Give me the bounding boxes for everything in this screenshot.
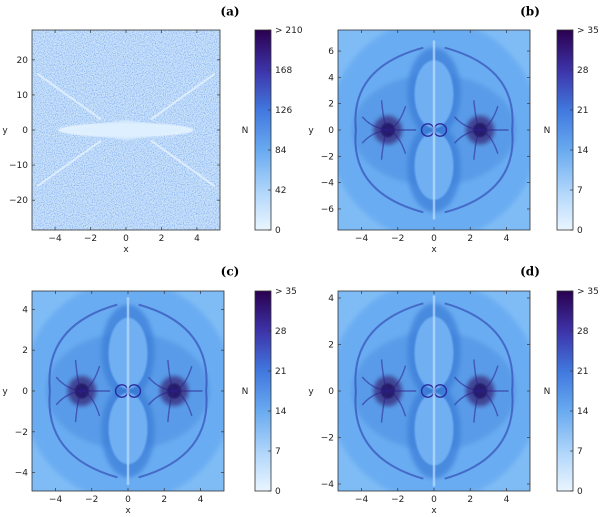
x-axis-label: x	[125, 506, 131, 516]
colorbar-tick-label: 0	[577, 487, 583, 497]
colorbar-tick-label: > 210	[275, 26, 303, 36]
y-axis-label: y	[2, 387, 8, 397]
heatmap-area	[32, 30, 220, 230]
colorbar	[254, 29, 272, 231]
colorbar-tick-label: 0	[275, 487, 281, 497]
y-tick-label: −2	[15, 428, 28, 438]
colorbar-tick-label: > 35	[577, 287, 599, 297]
colorbar-tick-label: 168	[275, 66, 292, 76]
y-tick-label: −10	[9, 161, 28, 171]
panel-label: (a)	[220, 5, 239, 19]
colorbar-tick-label: 28	[275, 327, 287, 337]
x-tick-label: 0	[431, 234, 437, 244]
y-tick-label: 0	[328, 126, 334, 136]
x-tick-label: 2	[467, 234, 473, 244]
x-tick-label: −4	[49, 495, 63, 505]
x-tick-label: −2	[84, 234, 97, 244]
colorbar-tick-label: 21	[577, 367, 588, 377]
colorbar-label: N	[544, 387, 551, 397]
x-tick-label: −2	[85, 495, 98, 505]
colorbar-tick-label: > 35	[577, 26, 599, 36]
panel-c: (c) −4 −2 0 2 4 −4 −2 0 2 4 x y 0 7 14 21 28 > 35 N	[2, 265, 297, 517]
colorbar-tick-label: > 35	[275, 287, 297, 297]
colorbar-tick-label: 84	[275, 146, 287, 156]
colorbar-label: N	[544, 126, 551, 136]
colorbar-tick-label: 28	[577, 327, 589, 337]
y-tick-label: −4	[15, 469, 29, 479]
y-tick-label: 0	[22, 126, 28, 136]
y-tick-label: −4	[321, 480, 335, 490]
colorbar-tick-label: 7	[577, 186, 583, 196]
x-tick-label: −2	[391, 495, 404, 505]
x-tick-label: −4	[355, 234, 369, 244]
colorbar-tick-label: 7	[275, 447, 281, 457]
colorbar-label: N	[242, 387, 249, 397]
colorbar-tick-label: 14	[577, 407, 589, 417]
x-tick-label: 0	[431, 495, 437, 505]
colorbar-tick-label: 0	[275, 226, 281, 236]
x-tick-label: 2	[467, 495, 473, 505]
y-tick-label: 6	[328, 47, 334, 57]
x-tick-label: 4	[194, 234, 200, 244]
heatmap-area	[338, 30, 530, 230]
y-tick-label: 0	[328, 387, 334, 397]
y-tick-label: 4	[22, 305, 28, 315]
colorbar-tick-label: 14	[275, 407, 287, 417]
colorbar-tick-label: 21	[577, 106, 588, 116]
y-tick-label: 0	[22, 387, 28, 397]
heatmap-area	[32, 291, 224, 491]
y-axis-label: y	[2, 126, 8, 136]
y-axis-label: y	[308, 126, 314, 136]
colorbar-tick-label: 126	[275, 106, 292, 116]
x-axis-label: x	[123, 245, 129, 255]
colorbar	[254, 290, 272, 492]
x-tick-label: 4	[504, 495, 510, 505]
x-tick-label: 4	[504, 234, 510, 244]
panel-d: (d) −4 −2 0 2 4 −4 −2 0 2 4 x y 0 7 14 21 28 > 35 N	[308, 265, 599, 517]
x-tick-label: −4	[48, 234, 62, 244]
y-tick-label: −2	[321, 434, 334, 444]
panel-label: (c)	[221, 265, 240, 279]
x-tick-label: 0	[123, 234, 129, 244]
colorbar-label: N	[242, 126, 249, 136]
y-tick-label: −20	[9, 196, 28, 206]
y-tick-label: 4	[328, 294, 334, 304]
x-tick-label: −2	[391, 234, 404, 244]
heatmap-area	[338, 291, 530, 491]
colorbar	[556, 29, 574, 231]
y-tick-label: 2	[328, 340, 334, 350]
panel-label: (b)	[520, 5, 540, 19]
x-axis-label: x	[431, 245, 437, 255]
y-axis-label: y	[308, 387, 314, 397]
colorbar-tick-label: 21	[275, 367, 286, 377]
colorbar	[556, 290, 574, 492]
y-tick-label: 2	[22, 346, 28, 356]
colorbar-tick-label: 7	[577, 447, 583, 457]
x-tick-label: 0	[125, 495, 131, 505]
x-tick-label: 4	[198, 495, 204, 505]
x-tick-label: 2	[159, 234, 165, 244]
x-axis-label: x	[431, 506, 437, 516]
y-tick-label: −2	[321, 152, 334, 162]
panel-b: (b) −4 −2 0 2 4 −6 −4 −2 0 2 4 6 x y 0 7 14 21 28 > 35 N	[308, 5, 599, 256]
x-tick-label: −4	[355, 495, 369, 505]
y-tick-label: −4	[321, 179, 335, 189]
colorbar-tick-label: 28	[577, 66, 589, 76]
y-tick-label: 2	[328, 100, 334, 110]
y-tick-label: 4	[328, 73, 334, 83]
colorbar-tick-label: 14	[577, 146, 589, 156]
panel-label: (d)	[520, 265, 540, 279]
y-tick-label: 10	[17, 91, 29, 101]
x-tick-label: 2	[161, 495, 167, 505]
colorbar-tick-label: 42	[275, 186, 286, 196]
colorbar-tick-label: 0	[577, 226, 583, 236]
y-tick-label: 20	[17, 56, 29, 66]
y-tick-label: −6	[321, 205, 335, 215]
